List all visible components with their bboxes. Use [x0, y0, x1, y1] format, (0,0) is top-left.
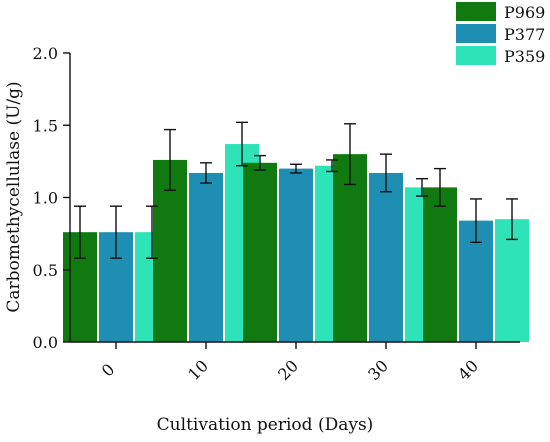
bars-group: [63, 144, 529, 342]
legend-swatch-P359: [456, 46, 496, 65]
error-bar-P969-20: [254, 154, 266, 171]
y-tick-label-1.0: 1.0: [33, 189, 58, 208]
x-tick-label-10: 10: [184, 356, 212, 384]
legend-item-P969: P969: [456, 2, 545, 22]
legend-label-P359: P359: [504, 47, 545, 66]
y-ticks-group: 0.0 0.5 1.0 1.5 2.0: [33, 44, 70, 352]
y-tick-label-0.5: 0.5: [33, 261, 58, 280]
x-tick-label-40: 40: [454, 356, 482, 384]
x-tick-label-30: 30: [364, 356, 392, 384]
bar-P969-40: [423, 187, 457, 342]
error-bar-P359-10: [236, 121, 248, 167]
x-axis-label: Cultivation period (Days): [157, 415, 374, 435]
y-axis-label: Carbomethycellulase (U/g): [4, 81, 24, 312]
bar-P377-30: [369, 172, 403, 342]
error-bar-P377-0: [110, 205, 122, 259]
legend: P969 P377 P359: [456, 2, 545, 66]
error-bar-P377-20: [290, 163, 302, 174]
bar-P377-10: [189, 172, 223, 342]
error-bar-P377-40: [470, 198, 482, 243]
error-bar-P969-10: [164, 128, 176, 191]
y-tick-label-2.0: 2.0: [33, 44, 58, 63]
error-bar-P377-30: [380, 153, 392, 193]
x-tick-label-20: 20: [274, 356, 302, 384]
error-bar-P969-0: [74, 205, 86, 259]
error-bar-P377-10: [200, 162, 212, 184]
error-bar-P359-40: [506, 198, 518, 241]
error-bar-P359-20: [326, 159, 338, 173]
legend-swatch-P377: [456, 24, 496, 43]
error-bars-group: [74, 121, 518, 259]
y-tick-label-0.0: 0.0: [33, 333, 58, 352]
bar-P969-30: [333, 154, 367, 342]
legend-item-P359: P359: [456, 46, 545, 66]
x-ticks-group: 0 10 20 30 40: [98, 342, 482, 384]
legend-item-P377: P377: [456, 24, 545, 44]
legend-label-P969: P969: [504, 3, 545, 22]
bar-P969-20: [243, 162, 277, 342]
x-tick-label-0: 0: [98, 360, 119, 381]
legend-label-P377: P377: [504, 25, 545, 44]
legend-swatch-P969: [456, 2, 496, 21]
error-bar-P969-40: [434, 167, 446, 207]
error-bar-P969-30: [344, 123, 356, 186]
bar-P377-20: [279, 168, 313, 342]
error-bar-P359-0: [146, 205, 158, 259]
error-bar-P359-30: [416, 178, 428, 197]
y-tick-label-1.5: 1.5: [33, 116, 58, 135]
